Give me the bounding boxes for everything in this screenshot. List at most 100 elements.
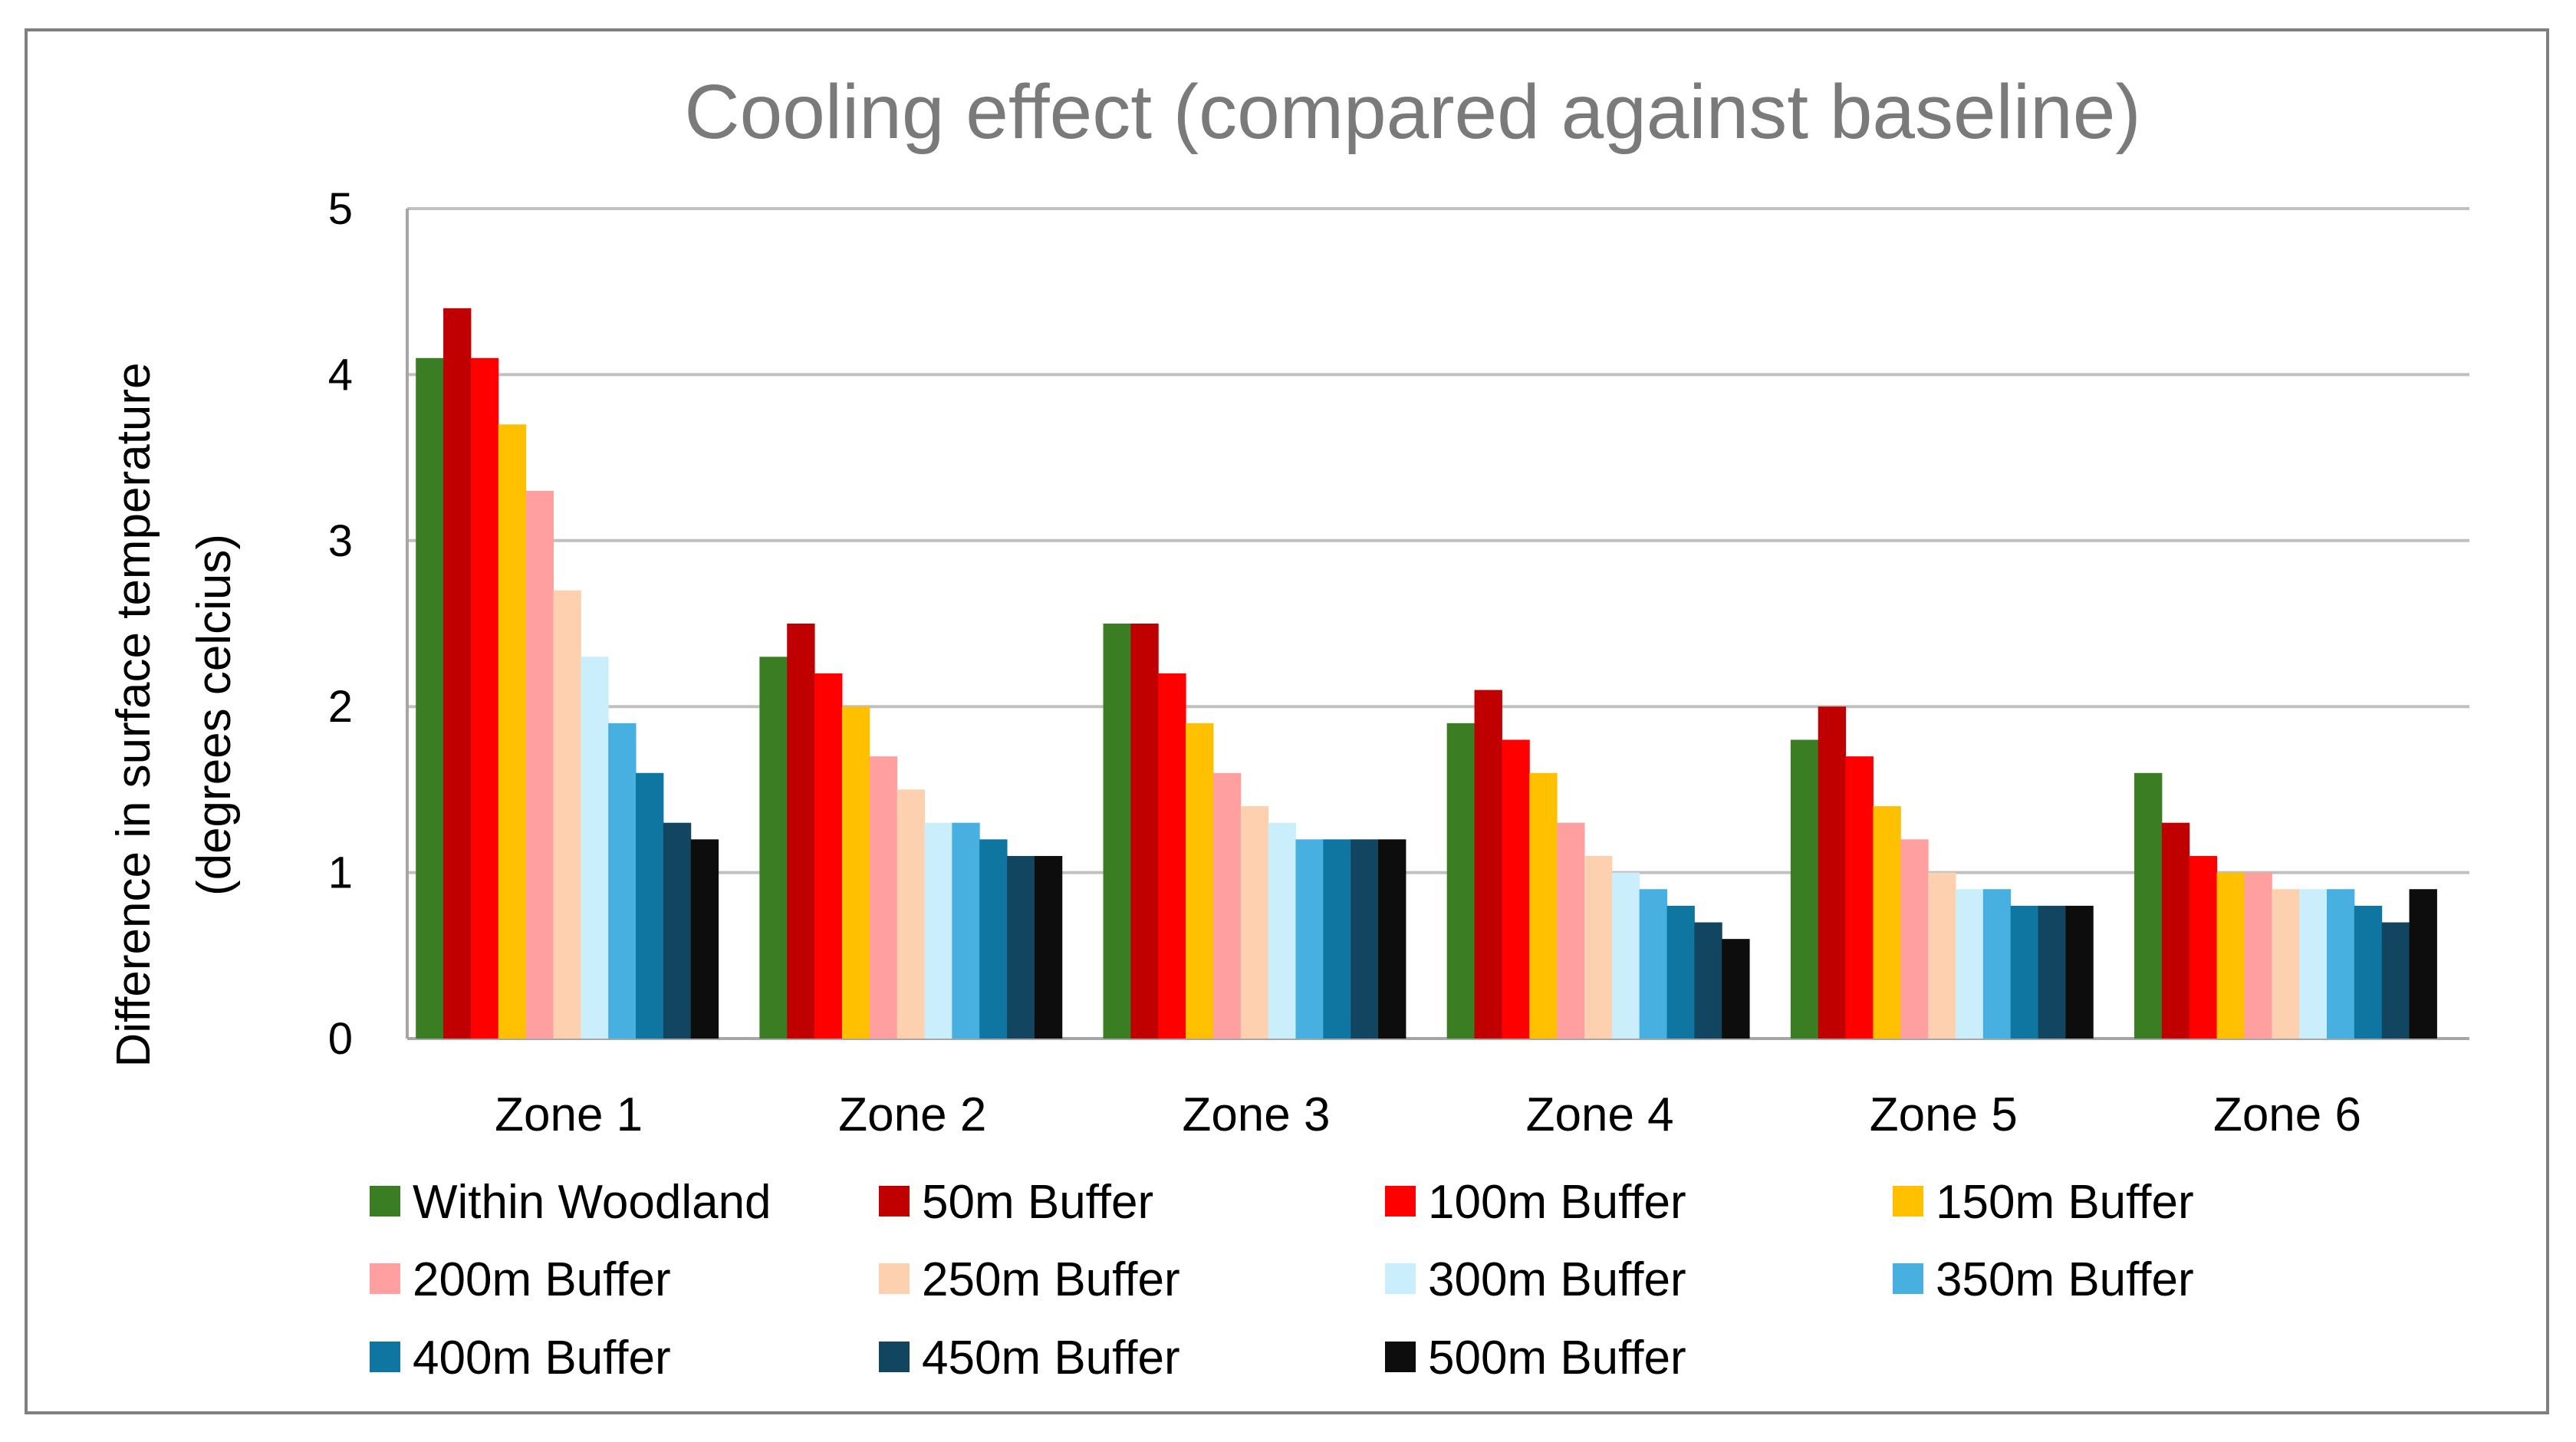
bar-200m-buffer-zone-2 [869,756,898,1039]
bar-within-woodland-zone-5 [1790,739,1819,1039]
gridlines [406,207,2469,1040]
x-tick-label: Zone 2 [838,1088,986,1141]
y-axis-label-line-2: (degrees celcius) [188,534,241,896]
y-axis-label: Difference in surface temperature (degre… [107,363,241,1068]
legend-label: 200m Buffer [413,1253,671,1306]
bar-450m-buffer-zone-5 [2038,905,2066,1039]
legend-swatch [1893,1263,1923,1294]
bar-400m-buffer-zone-4 [1666,905,1695,1039]
bar-350m-buffer-zone-3 [1295,839,1324,1039]
bar-50m-buffer-zone-5 [1818,706,1847,1039]
bar-450m-buffer-zone-3 [1351,839,1379,1039]
legend-label: 300m Buffer [1428,1253,1686,1306]
bar-50m-buffer-zone-6 [2161,822,2190,1039]
bar-50m-buffer-zone-1 [443,308,472,1039]
legend-swatch [1385,1186,1416,1216]
legend-swatch [879,1342,910,1372]
bar-150m-buffer-zone-6 [2216,872,2245,1039]
bar-350m-buffer-zone-4 [1639,889,1668,1039]
legend-swatch [879,1186,910,1216]
legend-item: 50m Buffer [879,1176,1153,1229]
bar-100m-buffer-zone-6 [2189,855,2218,1039]
y-tick-label: 1 [328,848,353,898]
legend-item: 500m Buffer [1385,1332,1686,1384]
bar-350m-buffer-zone-6 [2327,889,2355,1039]
y-tick-labels: 0 1 2 3 4 5 [328,184,353,1064]
bar-500m-buffer-zone-5 [2065,905,2094,1039]
legend-item: 300m Buffer [1385,1253,1686,1306]
bar-450m-buffer-zone-4 [1694,922,1722,1039]
bar-200m-buffer-zone-4 [1557,822,1585,1039]
bar-500m-buffer-zone-3 [1378,839,1406,1039]
bar-450m-buffer-zone-2 [1007,855,1035,1039]
legend-swatch [370,1186,400,1216]
x-tick-label: Zone 5 [1870,1088,2018,1141]
legend-swatch [370,1263,400,1294]
y-tick-label: 2 [328,682,353,732]
bar-400m-buffer-zone-5 [2010,905,2039,1039]
bar-200m-buffer-zone-3 [1212,772,1242,1039]
bar-450m-buffer-zone-1 [663,822,692,1039]
x-tick-label: Zone 1 [495,1088,643,1141]
legend-swatch [1385,1263,1416,1294]
legend-label: 100m Buffer [1428,1176,1686,1229]
legend-item: 450m Buffer [879,1332,1180,1384]
bar-100m-buffer-zone-5 [1845,756,1874,1039]
bar-250m-buffer-zone-1 [553,590,581,1039]
bar-150m-buffer-zone-3 [1186,723,1214,1039]
y-tick-label: 5 [328,184,353,234]
legend-item: 200m Buffer [370,1253,671,1306]
y-tick-label: 0 [328,1014,353,1064]
bars [416,308,2437,1039]
bar-300m-buffer-zone-2 [924,822,952,1039]
bar-250m-buffer-zone-5 [1928,872,1956,1039]
bar-50m-buffer-zone-4 [1474,690,1502,1039]
chart-title: Cooling effect (compared against baselin… [684,69,2140,155]
bar-150m-buffer-zone-2 [841,706,870,1039]
bar-200m-buffer-zone-1 [525,490,554,1039]
bar-250m-buffer-zone-4 [1584,855,1613,1039]
legend-swatch [370,1342,400,1372]
legend-item: 400m Buffer [370,1332,671,1384]
y-tick-label: 3 [328,516,353,566]
legend-item: 350m Buffer [1893,1253,2194,1306]
bar-500m-buffer-zone-1 [690,839,719,1039]
legend-item: 100m Buffer [1385,1176,1686,1229]
bar-500m-buffer-zone-4 [1722,939,1750,1039]
bar-500m-buffer-zone-6 [2409,889,2437,1039]
bar-200m-buffer-zone-5 [1900,839,1929,1039]
bar-within-woodland-zone-6 [2134,772,2163,1039]
bar-300m-buffer-zone-5 [1955,889,1984,1039]
bar-400m-buffer-zone-1 [636,772,664,1039]
bar-within-woodland-zone-4 [1446,723,1476,1039]
bar-250m-buffer-zone-2 [897,789,925,1039]
bar-150m-buffer-zone-1 [498,424,527,1039]
bar-50m-buffer-zone-3 [1130,624,1159,1039]
bar-within-woodland-zone-1 [416,357,444,1039]
bar-400m-buffer-zone-6 [2354,905,2383,1039]
legend-label: 50m Buffer [922,1176,1153,1229]
bar-350m-buffer-zone-2 [952,822,980,1039]
legend: Within Woodland 50m Buffer 100m Buffer 150m… [370,1176,2194,1384]
bar-150m-buffer-zone-4 [1529,772,1558,1039]
x-tick-label: Zone 3 [1182,1088,1330,1141]
legend-label: 450m Buffer [922,1332,1180,1384]
legend-label: 150m Buffer [1936,1176,2194,1229]
y-axis-label-line-1: Difference in surface temperature [107,363,160,1068]
bar-500m-buffer-zone-2 [1034,855,1063,1039]
legend-label: Within Woodland [413,1176,771,1229]
bar-50m-buffer-zone-2 [787,624,815,1039]
bar-400m-buffer-zone-3 [1323,839,1351,1039]
bar-100m-buffer-zone-3 [1158,673,1186,1039]
bar-300m-buffer-zone-1 [581,657,609,1039]
bar-100m-buffer-zone-1 [470,357,499,1039]
legend-label: 350m Buffer [1936,1253,2194,1306]
legend-label: 250m Buffer [922,1253,1180,1306]
x-tick-label: Zone 4 [1526,1088,1674,1141]
bar-350m-buffer-zone-1 [608,723,637,1039]
y-tick-label: 4 [328,350,353,400]
bar-300m-buffer-zone-6 [2299,889,2328,1039]
bar-300m-buffer-zone-4 [1611,872,1640,1039]
bar-250m-buffer-zone-3 [1240,806,1269,1039]
